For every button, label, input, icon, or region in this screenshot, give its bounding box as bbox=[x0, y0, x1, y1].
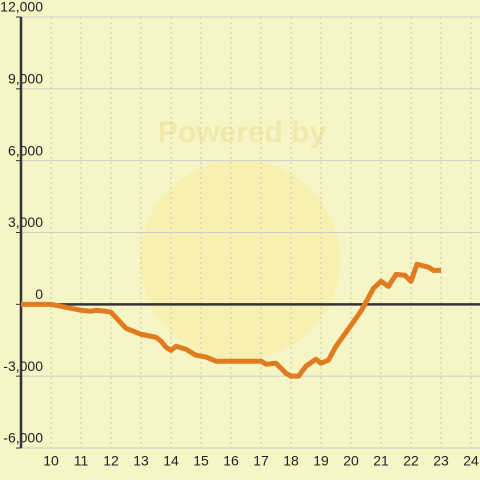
x-tick-label: 15 bbox=[193, 453, 209, 469]
watermark: Powered by bbox=[158, 116, 327, 149]
x-tick-label: 21 bbox=[373, 453, 389, 469]
y-tick-label: 6,000 bbox=[8, 142, 43, 158]
x-tick-label: 11 bbox=[74, 453, 89, 469]
y-tick-label: 3,000 bbox=[8, 214, 43, 230]
x-tick-label: 18 bbox=[283, 453, 299, 469]
y-tick-label: -6,000 bbox=[3, 430, 43, 446]
watermark-logo bbox=[140, 160, 340, 360]
x-tick-label: 23 bbox=[433, 453, 449, 469]
x-tick-label: 24 bbox=[463, 453, 479, 469]
y-tick-label: 12,000 bbox=[0, 0, 43, 15]
y-tick-label: 0 bbox=[35, 286, 43, 302]
x-tick-label: 16 bbox=[223, 453, 239, 469]
x-tick-label: 20 bbox=[343, 453, 359, 469]
y-tick-label: -3,000 bbox=[3, 358, 43, 374]
x-tick-label: 13 bbox=[133, 453, 149, 469]
x-tick-label: 10 bbox=[43, 453, 59, 469]
x-tick-label: 14 bbox=[163, 453, 179, 469]
x-tick-label: 19 bbox=[313, 453, 329, 469]
y-tick-label: 9,000 bbox=[8, 71, 43, 87]
x-tick-label: 12 bbox=[103, 453, 119, 469]
x-tick-label: 17 bbox=[253, 453, 269, 469]
x-tick-label: 22 bbox=[403, 453, 419, 469]
line bbox=[21, 261, 441, 379]
